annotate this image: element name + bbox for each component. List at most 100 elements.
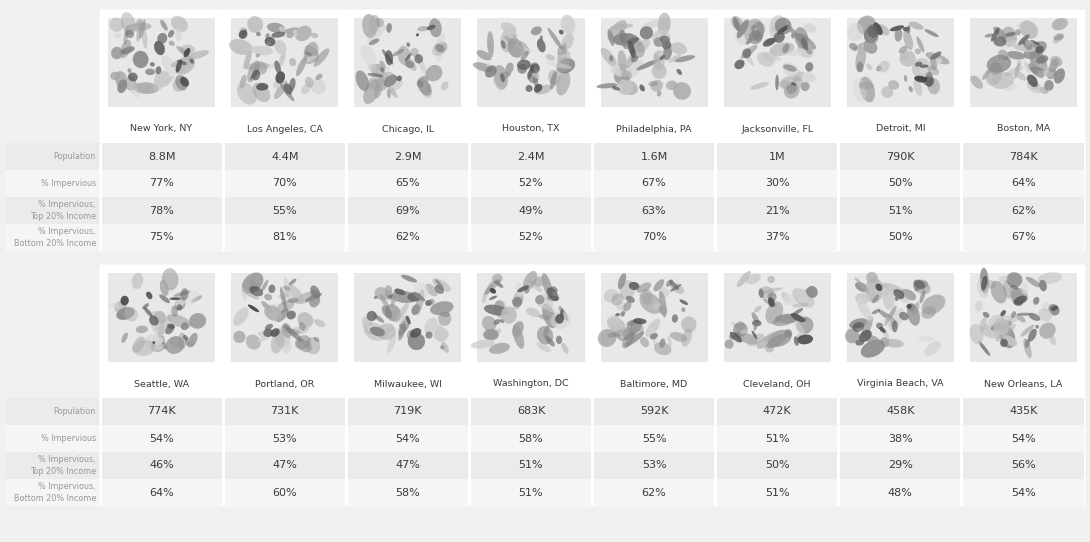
FancyBboxPatch shape [101, 267, 221, 370]
Ellipse shape [133, 340, 155, 356]
Ellipse shape [626, 37, 640, 44]
Ellipse shape [501, 40, 506, 49]
Ellipse shape [556, 335, 562, 344]
Ellipse shape [628, 40, 645, 58]
FancyBboxPatch shape [231, 18, 338, 107]
FancyBboxPatch shape [961, 10, 1086, 251]
Ellipse shape [435, 279, 444, 288]
Ellipse shape [549, 318, 556, 327]
Ellipse shape [652, 63, 667, 79]
Ellipse shape [530, 62, 540, 72]
Ellipse shape [426, 84, 431, 93]
Ellipse shape [265, 324, 274, 330]
Text: % Impervious,
Bottom 20% Income: % Impervious, Bottom 20% Income [13, 228, 96, 248]
Text: 51%: 51% [519, 461, 543, 470]
Text: 53%: 53% [642, 461, 666, 470]
Ellipse shape [241, 29, 246, 35]
Ellipse shape [756, 334, 777, 349]
FancyBboxPatch shape [231, 273, 338, 362]
FancyBboxPatch shape [964, 398, 1083, 425]
Ellipse shape [177, 46, 190, 56]
Text: 592K: 592K [640, 406, 668, 416]
Ellipse shape [311, 286, 320, 299]
FancyBboxPatch shape [108, 18, 215, 107]
Ellipse shape [872, 294, 880, 303]
Ellipse shape [969, 324, 983, 344]
Ellipse shape [928, 78, 940, 94]
FancyBboxPatch shape [594, 398, 714, 425]
Ellipse shape [121, 12, 136, 35]
Ellipse shape [395, 289, 405, 295]
Ellipse shape [545, 335, 555, 346]
FancyBboxPatch shape [222, 10, 347, 251]
Ellipse shape [175, 60, 182, 73]
Ellipse shape [634, 319, 644, 333]
FancyBboxPatch shape [5, 170, 100, 197]
Text: 81%: 81% [272, 233, 298, 242]
Ellipse shape [926, 63, 935, 68]
Ellipse shape [440, 345, 445, 350]
Ellipse shape [856, 339, 864, 345]
Ellipse shape [659, 36, 670, 43]
Ellipse shape [1027, 80, 1042, 93]
Ellipse shape [931, 51, 942, 60]
Ellipse shape [367, 25, 387, 43]
Ellipse shape [251, 46, 274, 55]
Text: 38%: 38% [888, 434, 912, 443]
FancyBboxPatch shape [471, 452, 591, 479]
Text: 70%: 70% [642, 233, 666, 242]
Ellipse shape [382, 49, 393, 64]
Ellipse shape [734, 322, 748, 337]
Ellipse shape [913, 280, 929, 290]
Ellipse shape [276, 300, 294, 313]
Ellipse shape [368, 38, 379, 45]
Ellipse shape [845, 328, 859, 343]
Ellipse shape [492, 274, 502, 284]
Ellipse shape [855, 282, 868, 292]
Ellipse shape [1030, 40, 1040, 45]
Ellipse shape [1021, 283, 1028, 294]
FancyBboxPatch shape [717, 197, 837, 224]
Ellipse shape [928, 66, 940, 75]
Ellipse shape [791, 308, 803, 316]
Ellipse shape [414, 54, 423, 63]
Ellipse shape [877, 309, 896, 323]
Ellipse shape [404, 53, 411, 61]
Ellipse shape [247, 16, 263, 33]
Ellipse shape [379, 72, 397, 85]
Ellipse shape [868, 24, 879, 38]
Ellipse shape [860, 76, 875, 102]
Ellipse shape [305, 77, 314, 87]
Ellipse shape [391, 291, 417, 303]
FancyBboxPatch shape [471, 267, 591, 370]
Ellipse shape [233, 331, 245, 343]
Ellipse shape [623, 37, 637, 49]
Ellipse shape [111, 47, 122, 59]
Ellipse shape [258, 331, 266, 337]
Ellipse shape [435, 44, 445, 52]
Ellipse shape [542, 273, 553, 298]
FancyBboxPatch shape [101, 398, 221, 425]
Ellipse shape [775, 75, 779, 91]
Ellipse shape [986, 280, 996, 289]
Ellipse shape [473, 62, 494, 72]
Ellipse shape [640, 293, 662, 314]
FancyBboxPatch shape [348, 425, 468, 452]
Text: 29%: 29% [888, 461, 912, 470]
Ellipse shape [150, 344, 165, 351]
Ellipse shape [250, 286, 263, 296]
Ellipse shape [401, 275, 417, 282]
Text: 30%: 30% [765, 178, 789, 189]
Ellipse shape [171, 16, 187, 32]
Text: 4.4M: 4.4M [271, 152, 299, 162]
Ellipse shape [637, 282, 652, 293]
FancyBboxPatch shape [348, 398, 468, 425]
Ellipse shape [738, 28, 758, 34]
Ellipse shape [155, 70, 171, 87]
Ellipse shape [640, 27, 653, 40]
FancyBboxPatch shape [594, 452, 714, 479]
Ellipse shape [415, 289, 424, 315]
Text: 62%: 62% [1012, 205, 1036, 216]
Ellipse shape [265, 37, 276, 46]
Ellipse shape [1038, 272, 1062, 284]
